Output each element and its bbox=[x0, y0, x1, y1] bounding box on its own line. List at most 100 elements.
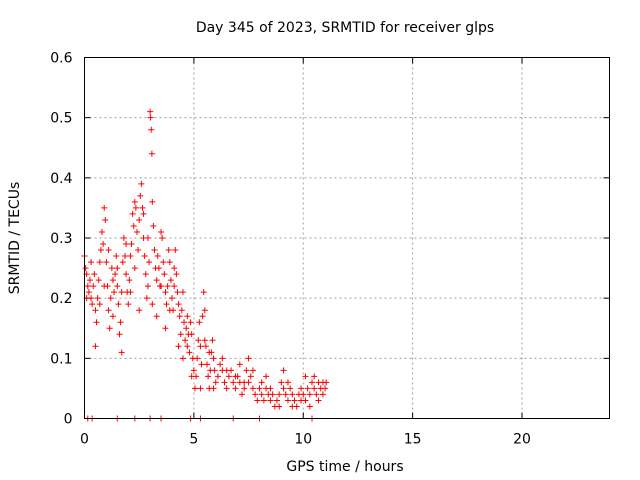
data-point bbox=[84, 283, 91, 290]
data-point bbox=[298, 397, 305, 404]
data-point bbox=[179, 355, 186, 362]
data-point bbox=[161, 271, 168, 278]
data-point bbox=[149, 301, 156, 308]
data-point bbox=[125, 301, 132, 308]
data-point bbox=[158, 283, 165, 290]
data-point bbox=[129, 210, 136, 217]
data-point bbox=[311, 373, 318, 380]
data-point bbox=[197, 385, 204, 392]
data-point bbox=[146, 259, 153, 266]
data-point bbox=[155, 265, 162, 272]
data-point bbox=[165, 247, 172, 254]
data-point bbox=[210, 355, 217, 362]
data-point bbox=[221, 379, 228, 386]
data-point bbox=[282, 391, 289, 398]
data-point bbox=[96, 259, 103, 266]
data-point bbox=[162, 325, 169, 332]
data-point bbox=[313, 391, 320, 398]
data-point bbox=[119, 259, 126, 266]
data-point bbox=[93, 319, 100, 326]
data-point bbox=[300, 391, 307, 398]
data-point bbox=[118, 289, 125, 296]
data-point bbox=[114, 265, 121, 272]
data-point bbox=[319, 391, 326, 398]
data-point bbox=[123, 271, 130, 278]
data-point bbox=[302, 373, 309, 380]
data-point bbox=[182, 337, 189, 344]
data-point bbox=[89, 301, 96, 308]
data-point bbox=[148, 150, 155, 157]
data-point bbox=[163, 301, 170, 308]
data-point bbox=[115, 301, 122, 308]
data-point bbox=[147, 114, 154, 121]
data-point bbox=[100, 241, 107, 248]
data-point bbox=[97, 247, 104, 254]
data-point bbox=[105, 247, 112, 254]
data-point bbox=[184, 313, 191, 320]
data-point bbox=[289, 403, 296, 410]
data-point bbox=[278, 379, 285, 386]
data-point bbox=[175, 343, 182, 350]
data-point bbox=[179, 289, 186, 296]
data-point bbox=[92, 343, 99, 350]
data-point bbox=[101, 283, 108, 290]
data-point bbox=[258, 379, 265, 386]
data-point bbox=[219, 355, 226, 362]
data-point bbox=[206, 349, 213, 356]
data-point bbox=[183, 325, 190, 332]
x-tick-label: 20 bbox=[513, 432, 531, 448]
data-points bbox=[81, 108, 330, 422]
data-point bbox=[306, 391, 313, 398]
data-point bbox=[117, 319, 124, 326]
y-tick-label: 0 bbox=[64, 412, 73, 428]
data-point bbox=[256, 385, 263, 392]
data-point bbox=[131, 265, 138, 272]
axis-ticks: 0 0.1 0.2 0.3 0.4 0.5 0.6 0 5 10 15 20 bbox=[50, 51, 610, 448]
data-point bbox=[82, 265, 89, 272]
data-point bbox=[99, 228, 105, 235]
x-tick-label: 0 bbox=[80, 432, 89, 448]
data-point bbox=[187, 319, 194, 326]
data-point bbox=[211, 367, 218, 374]
data-point bbox=[147, 108, 154, 115]
y-tick-label: 0.4 bbox=[50, 171, 72, 187]
data-point bbox=[96, 301, 103, 308]
data-point bbox=[91, 271, 98, 278]
data-point bbox=[171, 265, 178, 272]
data-point bbox=[322, 385, 329, 392]
data-point bbox=[166, 307, 173, 314]
data-point bbox=[236, 361, 243, 368]
data-point bbox=[309, 379, 315, 386]
data-point bbox=[159, 235, 166, 241]
data-point bbox=[225, 373, 232, 380]
data-point bbox=[267, 385, 274, 392]
data-point bbox=[217, 361, 224, 368]
data-point bbox=[199, 313, 206, 320]
data-point bbox=[143, 295, 150, 302]
data-point bbox=[276, 391, 283, 398]
data-point bbox=[232, 385, 239, 392]
data-point bbox=[92, 307, 99, 314]
data-point bbox=[201, 307, 208, 314]
data-point bbox=[209, 337, 216, 344]
data-point bbox=[194, 355, 201, 362]
data-point bbox=[153, 277, 160, 284]
data-point bbox=[304, 385, 311, 392]
data-point bbox=[118, 349, 125, 356]
data-point bbox=[174, 289, 181, 296]
data-point bbox=[287, 385, 294, 392]
data-point bbox=[306, 403, 313, 410]
data-point bbox=[188, 331, 195, 338]
data-point bbox=[267, 397, 274, 404]
y-tick-label: 0.1 bbox=[50, 351, 72, 367]
data-point bbox=[195, 337, 202, 344]
data-point bbox=[171, 283, 178, 290]
data-point bbox=[298, 385, 305, 392]
x-tick-label: 10 bbox=[294, 432, 312, 448]
data-point bbox=[123, 241, 130, 248]
data-point bbox=[184, 343, 191, 350]
data-point bbox=[166, 259, 173, 266]
data-point bbox=[274, 397, 280, 404]
data-point bbox=[141, 253, 148, 260]
data-point bbox=[172, 247, 179, 254]
